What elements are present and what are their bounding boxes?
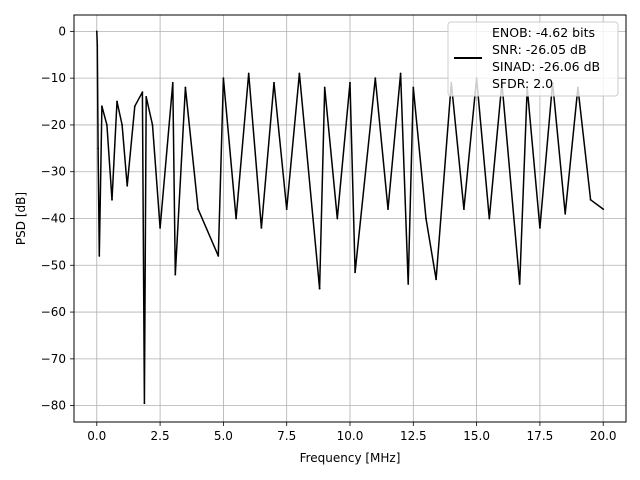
- psd-data-point: [518, 283, 521, 285]
- psd-data-point: [374, 77, 377, 80]
- psd-data-point: [602, 208, 605, 211]
- psd-data-point: [349, 81, 351, 84]
- psd-data-point: [539, 226, 541, 229]
- y-tick-label: −50: [41, 258, 66, 272]
- legend-entry: SFDR: 2.0: [492, 76, 553, 91]
- psd-data-point: [159, 226, 161, 229]
- psd-data-point: [285, 208, 288, 211]
- x-tick-label: 10.0: [337, 429, 364, 443]
- psd-data-point: [97, 147, 99, 150]
- psd-data-point: [260, 226, 263, 229]
- x-tick-label: 2.5: [151, 429, 170, 443]
- psd-data-point: [174, 273, 177, 276]
- psd-data-point: [488, 217, 491, 220]
- psd-data-point: [106, 124, 108, 126]
- psd-data-point: [463, 208, 465, 211]
- psd-data-point: [425, 217, 427, 220]
- legend-entry: ENOB: -4.62 bits: [492, 25, 595, 40]
- psd-data-point: [197, 208, 199, 211]
- psd-data-point: [399, 72, 402, 75]
- psd-data-point: [323, 86, 326, 89]
- y-tick-label: −40: [41, 212, 66, 226]
- legend-box: [447, 21, 619, 97]
- psd-data-point: [121, 124, 124, 126]
- x-axis-label: Frequency [MHz]: [300, 451, 401, 465]
- psd-data-point: [354, 271, 356, 274]
- psd-data-point: [435, 278, 437, 281]
- y-tick-label: −30: [41, 165, 66, 179]
- y-tick-label: −70: [41, 352, 66, 366]
- y-tick-label: −60: [41, 305, 66, 319]
- x-tick-label: 20.0: [590, 429, 617, 443]
- y-tick-label: −20: [41, 118, 66, 132]
- x-tick-label: 5.0: [214, 429, 233, 443]
- psd-data-point: [387, 208, 389, 211]
- psd-data-point: [143, 402, 146, 405]
- psd-data-point: [96, 44, 99, 47]
- psd-data-point: [235, 217, 237, 220]
- psd-data-point: [184, 86, 187, 89]
- psd-data-point: [412, 86, 415, 89]
- psd-data-point: [95, 30, 98, 33]
- y-axis-label: PSD [dB]: [14, 192, 28, 245]
- psd-data-point: [589, 198, 592, 201]
- psd-data-point: [407, 283, 410, 285]
- y-tick-label: 0: [58, 24, 66, 38]
- psd-data-point: [217, 255, 220, 257]
- x-tick-label: 12.5: [400, 429, 427, 443]
- psd-data-point: [247, 72, 250, 75]
- psd-data-point: [100, 105, 103, 108]
- legend-entry: SINAD: -26.06 dB: [492, 59, 600, 74]
- psd-data-point: [98, 255, 101, 257]
- psd-data-point: [298, 72, 301, 75]
- x-tick-label: 15.0: [463, 429, 490, 443]
- legend-entry: SNR: -26.05 dB: [492, 42, 587, 57]
- psd-data-point: [564, 212, 567, 215]
- psd-data-point: [133, 105, 136, 108]
- y-tick-label: −10: [41, 71, 66, 85]
- psd-data-point: [336, 217, 339, 220]
- psd-data-point: [111, 198, 113, 201]
- psd-data-point: [141, 91, 144, 94]
- psd-data-point: [318, 287, 321, 290]
- ticks: 0.0 2.5 5.0 7.5 10.0 12.5 15.0 17.5 20.0 0 −10 −20 −…: [41, 24, 617, 443]
- psd-data-point: [171, 81, 174, 84]
- psd-data-point: [222, 77, 225, 80]
- x-tick-label: 7.5: [277, 429, 296, 443]
- x-tick-label: 0.0: [87, 429, 106, 443]
- legend: ENOB: -4.62 bits SNR: -26.05 dB SINAD: -26…: [447, 21, 619, 97]
- psd-data-point: [151, 124, 154, 126]
- y-tick-label: −80: [41, 399, 66, 413]
- psd-data-point: [116, 100, 118, 103]
- psd-data-point: [126, 184, 129, 187]
- x-tick-label: 17.5: [527, 429, 554, 443]
- psd-data-point: [145, 95, 148, 98]
- psd-data-point: [273, 81, 275, 84]
